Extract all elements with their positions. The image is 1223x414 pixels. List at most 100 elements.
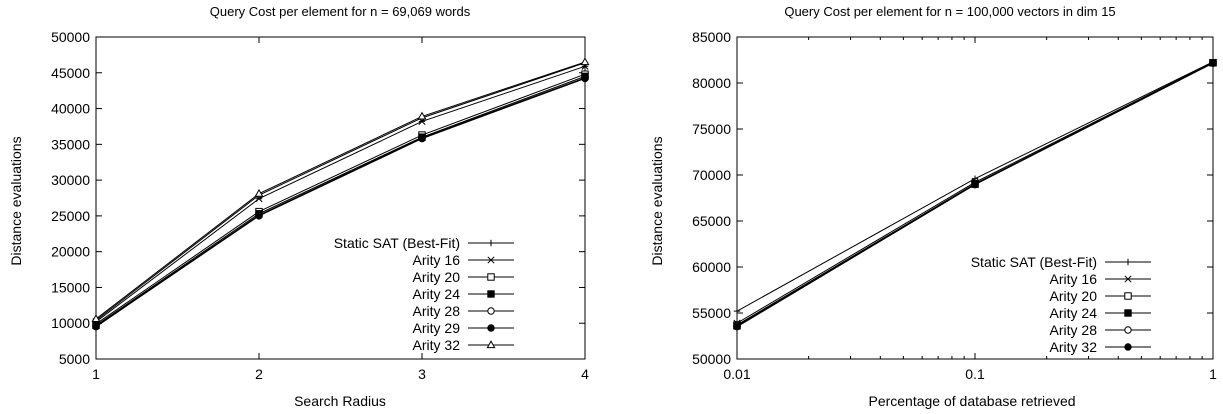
marker-square-open: [487, 273, 495, 281]
data-point: [1124, 309, 1132, 317]
legend-label: Arity 24: [413, 286, 461, 302]
marker-circle-filled: [1124, 343, 1132, 351]
legend-label: Arity 20: [1050, 288, 1098, 304]
legend-label: Arity 29: [413, 320, 461, 336]
series-arity-29: [92, 74, 589, 331]
marker-triangle-open: [91, 314, 101, 323]
marker-triangle-open: [486, 340, 496, 349]
chart-query-cost-vectors: Query Cost per element for n = 100,000 v…: [649, 4, 1217, 409]
series-arity-32: [733, 59, 1217, 331]
x-axis-label: Search Radius: [294, 393, 386, 409]
y-tick-label: 10000: [51, 315, 90, 331]
legend-label: Arity 32: [1050, 339, 1098, 355]
marker-square-open: [1124, 292, 1132, 300]
marker-star: [487, 256, 495, 264]
marker-square-filled: [1124, 309, 1132, 317]
series-line: [95, 77, 586, 327]
data-point: [487, 307, 495, 315]
legend-label: Arity 16: [1050, 271, 1098, 287]
y-tick-label: 15000: [51, 279, 90, 295]
series-line: [95, 62, 586, 321]
series-line: [95, 75, 586, 326]
y-tick-label: 60000: [692, 259, 731, 275]
data-point: [487, 256, 495, 264]
marker-triangle-open: [417, 111, 427, 120]
x-tick-label: 3: [418, 366, 426, 382]
legend-label: Arity 32: [413, 337, 461, 353]
marker-circle-filled: [92, 323, 100, 331]
plot-area: 50000 55000 60000 65000 70000 75000 80000 85000…: [692, 29, 1217, 382]
plot-frame: [95, 36, 586, 360]
marker-plus: [733, 307, 741, 315]
marker-circle-filled: [418, 134, 426, 143]
y-axis-label: Distance evaluations: [8, 136, 24, 265]
data-point: [487, 239, 495, 247]
data-point: [971, 180, 979, 189]
marker-triangle-open: [580, 57, 590, 66]
marker-circle-filled: [733, 323, 741, 331]
marker-triangle-open: [254, 188, 264, 197]
legend-label: Arity 28: [1050, 322, 1098, 338]
data-point: [1124, 343, 1132, 351]
x-axis-label: Percentage of database retrieved: [868, 393, 1075, 409]
series-line: [95, 65, 586, 323]
marker-circle-filled: [581, 74, 589, 83]
data-point: [733, 323, 741, 331]
y-tick-label: 75000: [692, 121, 731, 137]
x-tick-label: 1: [92, 366, 100, 382]
y-tick-label: 5000: [59, 351, 90, 367]
series-line: [95, 61, 586, 320]
chart-query-cost-words: Query Cost per element for n = 69,069 wo…: [8, 4, 590, 409]
data-point: [254, 188, 264, 197]
data-point: [1124, 326, 1132, 334]
data-point: [581, 74, 589, 83]
legend-label: Arity 28: [413, 303, 461, 319]
chart-title: Query Cost per element for n = 100,000 v…: [784, 4, 1115, 19]
x-tick-label: 4: [581, 366, 589, 382]
y-tick-label: 80000: [692, 75, 731, 91]
x-tick-label: 1: [1209, 366, 1217, 382]
y-tick-label: 70000: [692, 167, 731, 183]
data-point: [92, 323, 100, 331]
y-tick-label: 45000: [51, 65, 90, 81]
x-tick-label: 0.1: [965, 366, 985, 382]
data-point: [255, 212, 263, 220]
series-arity-32: [91, 57, 590, 323]
data-point: [1209, 59, 1217, 67]
y-tick-label: 25000: [51, 208, 90, 224]
data-point: [733, 307, 741, 315]
y-tick-label: 85000: [692, 29, 731, 45]
y-axis-label: Distance evaluations: [649, 136, 665, 265]
y-tick-label: 50000: [692, 351, 731, 367]
data-point: [487, 290, 495, 298]
y-tick-label: 50000: [51, 29, 90, 45]
legend-label: Arity 16: [413, 252, 461, 268]
marker-plus: [487, 239, 495, 247]
x-tick-label: 2: [255, 366, 263, 382]
legend-label: Arity 24: [1050, 305, 1098, 321]
chart-title: Query Cost per element for n = 69,069 wo…: [210, 4, 471, 19]
data-point: [418, 134, 426, 143]
marker-circle-open: [1124, 326, 1132, 334]
data-point: [580, 57, 590, 66]
x-tick-label: 0.01: [723, 366, 750, 382]
legend-label: Static SAT (Best-Fit): [334, 235, 460, 251]
data-point: [1124, 275, 1132, 283]
data-point: [417, 111, 427, 120]
y-tick-label: 40000: [51, 101, 90, 117]
marker-circle-filled: [971, 180, 979, 189]
y-tick-label: 20000: [51, 244, 90, 260]
y-tick-label: 35000: [51, 136, 90, 152]
marker-circle-filled: [255, 212, 263, 220]
plot-area: 5000 10000 15000 20000 25000 30000 35000 40000 4…: [51, 29, 590, 382]
data-point: [487, 324, 495, 332]
legend-label: Static SAT (Best-Fit): [971, 254, 1097, 270]
data-point: [487, 273, 495, 281]
y-tick-label: 30000: [51, 172, 90, 188]
data-point: [1124, 292, 1132, 300]
marker-circle-filled: [1209, 59, 1217, 67]
marker-square-filled: [487, 290, 495, 298]
marker-star: [1124, 275, 1132, 283]
data-point: [1124, 258, 1132, 266]
